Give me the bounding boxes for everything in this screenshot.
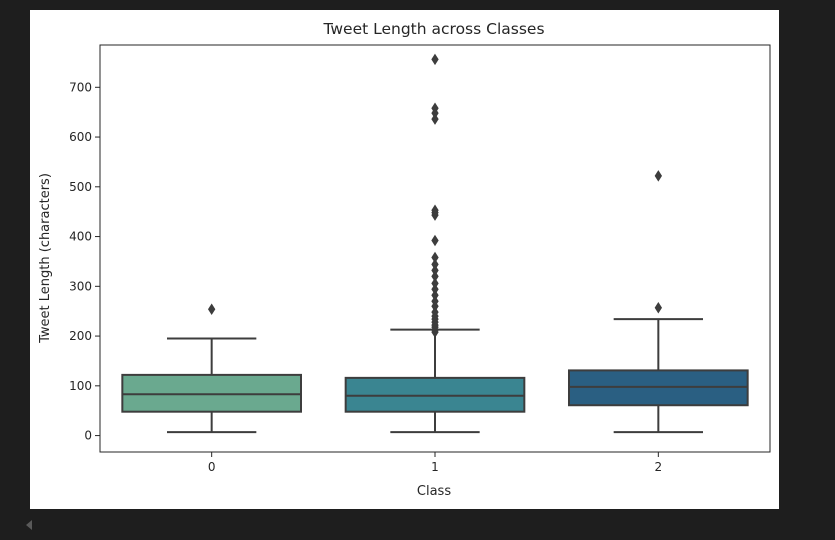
outlier-point [431, 270, 439, 283]
outlier-point [431, 306, 439, 318]
x-tick-label: 1 [431, 460, 439, 474]
outlier-point [431, 295, 439, 307]
outlier-point [431, 277, 439, 290]
box-group-class-2 [568, 170, 749, 434]
y-tick-label: 700 [69, 80, 92, 94]
outlier-point [654, 301, 663, 314]
outlier-point [431, 113, 439, 125]
outlier-point [431, 283, 439, 296]
outlier-point [431, 251, 439, 264]
outlier-point [431, 264, 439, 277]
boxplot-chart: Tweet Length across Classes Class Tweet … [38, 20, 771, 499]
outlier-point [431, 204, 439, 216]
outlier-point [431, 102, 439, 114]
x-tick-label: 2 [655, 460, 663, 474]
y-tick-label: 600 [69, 130, 92, 144]
x-tick-label: 0 [208, 460, 216, 474]
y-tick-label: 100 [69, 379, 92, 393]
box-group-class-0 [121, 303, 303, 434]
y-tick-label: 400 [69, 230, 92, 244]
x-axis-label: Class [417, 484, 451, 499]
outlier-point [207, 303, 216, 315]
box-group-class-1 [344, 53, 526, 434]
outlier-point [431, 234, 439, 247]
outlier-point [431, 53, 439, 66]
plot-frame [99, 44, 771, 453]
y-tick-label: 300 [69, 279, 92, 293]
y-tick-label: 200 [69, 329, 92, 343]
outlier-point [431, 289, 439, 302]
outlier-point [431, 258, 439, 271]
chart-title: Tweet Length across Classes [322, 20, 544, 38]
outlier-point [654, 170, 663, 182]
y-tick-label: 0 [84, 429, 92, 443]
output-cell: Tweet Length across Classes Class Tweet … [30, 10, 779, 509]
scroll-left-arrow-icon[interactable] [26, 520, 32, 530]
y-axis-label: Tweet Length (characters) [38, 173, 53, 344]
plot-area: 0 100 200 300 400 500 600 700 0 1 2 [69, 53, 749, 474]
y-tick-label: 500 [69, 180, 92, 194]
